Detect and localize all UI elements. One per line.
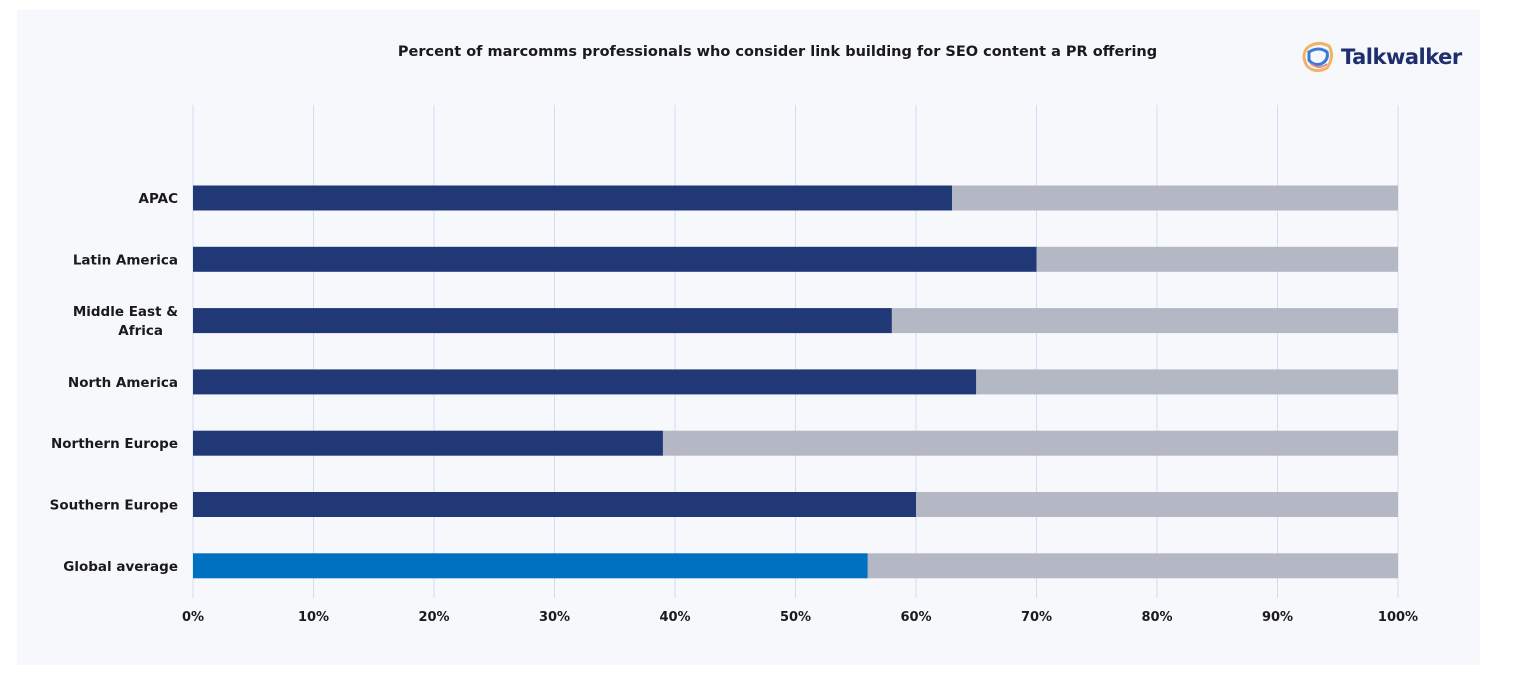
bar-remainder — [952, 185, 1398, 211]
x-tick-label: 70% — [1021, 610, 1052, 625]
category-label: Northern Europe — [51, 436, 178, 452]
category-label: Global average — [63, 559, 178, 575]
category-label: Middle East & Africa — [73, 304, 178, 339]
category-label: Southern Europe — [50, 498, 178, 514]
bar-value — [193, 553, 868, 579]
bar-value — [193, 492, 916, 517]
bar-remainder — [867, 553, 1398, 579]
bar-remainder — [976, 369, 1398, 395]
bar-value — [193, 308, 892, 334]
x-tick-label: 50% — [780, 610, 811, 625]
bar-value — [193, 185, 953, 211]
x-tick-label: 90% — [1262, 610, 1293, 625]
bar-value — [193, 246, 1037, 272]
x-tick-label: 20% — [418, 610, 449, 625]
category-label: Latin America — [73, 252, 178, 268]
bar-value — [193, 369, 977, 395]
chart-title: Percent of marcomms professionals who co… — [397, 44, 1158, 60]
category-label: APAC — [139, 191, 179, 207]
category-label: North America — [68, 375, 178, 391]
bar-remainder — [916, 492, 1398, 517]
bar-value — [193, 430, 663, 456]
x-tick-label: 100% — [1378, 610, 1418, 625]
talkwalker-logo-icon — [1302, 41, 1334, 73]
x-tick-label: 30% — [539, 610, 570, 625]
x-tick-label: 80% — [1141, 610, 1172, 625]
talkwalker-logo: Talkwalker — [1301, 40, 1462, 74]
bar-remainder — [662, 430, 1398, 456]
x-tick-label: 60% — [900, 610, 931, 625]
x-tick-label: 0% — [182, 610, 204, 625]
x-tick-label: 10% — [298, 610, 329, 625]
bar-remainder — [891, 308, 1398, 334]
bar-remainder — [1036, 246, 1398, 272]
logo-text: Talkwalker — [1341, 45, 1462, 69]
x-tick-label: 40% — [659, 610, 690, 625]
